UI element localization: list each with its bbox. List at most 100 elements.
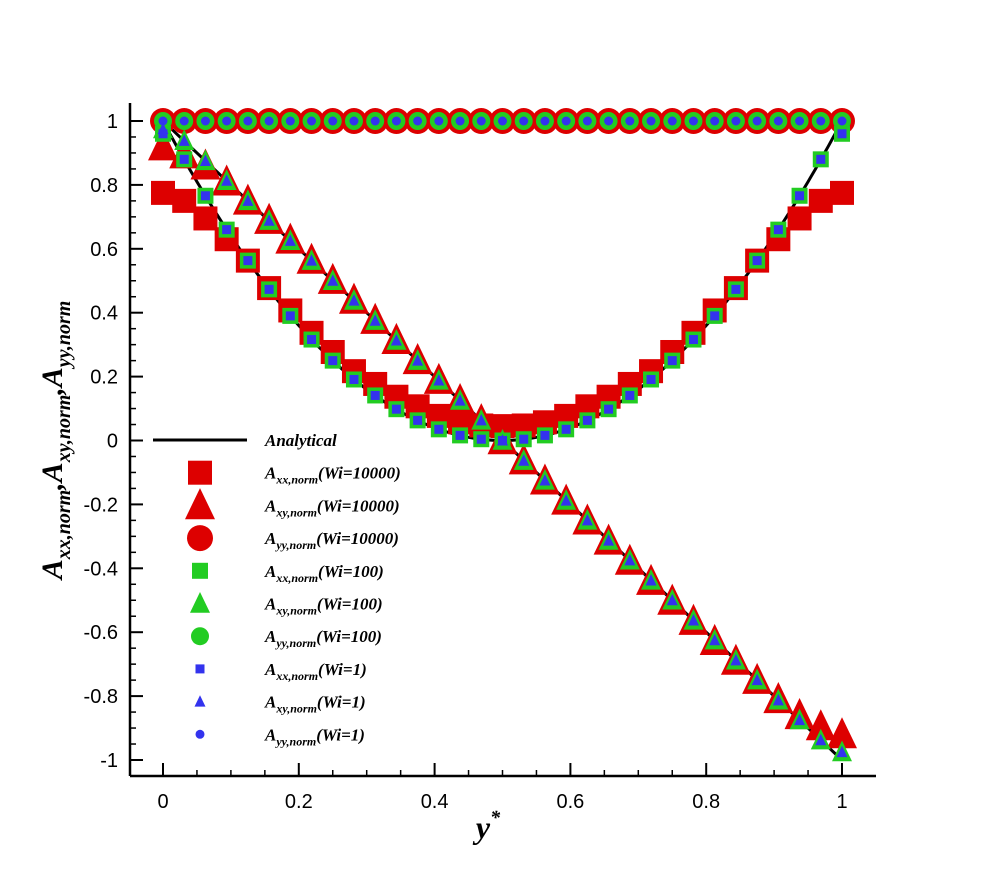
data-point bbox=[625, 116, 635, 126]
data-point bbox=[476, 434, 486, 444]
data-point bbox=[179, 116, 189, 126]
data-point bbox=[519, 116, 529, 126]
data-markers bbox=[148, 108, 857, 762]
data-point bbox=[284, 234, 296, 246]
legend-label: Axx,norm(Wi=100) bbox=[264, 562, 384, 585]
y-tick-label: -0.4 bbox=[84, 558, 118, 580]
data-point bbox=[772, 693, 784, 706]
data-point bbox=[434, 424, 444, 434]
data-point bbox=[413, 415, 423, 425]
data-point bbox=[349, 116, 359, 126]
data-point bbox=[827, 717, 857, 749]
legend-marker bbox=[190, 592, 210, 613]
y-tick-label: -0.2 bbox=[84, 494, 118, 516]
data-point bbox=[498, 116, 507, 126]
data-point bbox=[730, 653, 742, 666]
data-point bbox=[412, 354, 424, 366]
data-point bbox=[805, 709, 836, 741]
data-point bbox=[837, 116, 847, 126]
data-point bbox=[582, 415, 592, 425]
data-point bbox=[787, 206, 812, 231]
data-point bbox=[200, 116, 210, 126]
data-point bbox=[285, 116, 295, 126]
y-tick-label: -0.6 bbox=[84, 622, 118, 644]
data-point bbox=[433, 374, 445, 386]
data-point bbox=[731, 116, 741, 126]
data-point bbox=[476, 116, 486, 126]
x-axis-title-base: y bbox=[472, 809, 491, 845]
legend-label: Axx,norm(Wi=1) bbox=[264, 660, 367, 683]
data-point bbox=[178, 134, 190, 146]
data-point bbox=[519, 434, 529, 444]
data-point bbox=[243, 256, 253, 266]
legend-label: Axy,norm(Wi=10000) bbox=[264, 496, 400, 519]
legend: Analytical Axx,norm(Wi=10000) Axy,norm(Wi=… bbox=[153, 431, 401, 748]
axis-ticks: 0 0.2 0.4 0.6 0.8 1 -1 -0.8 -0.6 -0.4 -0.2 0 0.2 0.4 0… bbox=[84, 111, 848, 813]
data-point bbox=[455, 116, 465, 126]
data-point bbox=[391, 116, 401, 126]
data-point bbox=[795, 191, 805, 201]
legend-label: Analytical bbox=[264, 431, 337, 450]
data-point bbox=[752, 256, 762, 266]
data-point bbox=[561, 116, 571, 126]
data-point bbox=[837, 129, 847, 139]
data-point bbox=[710, 311, 720, 321]
data-point bbox=[540, 430, 550, 440]
data-point bbox=[752, 116, 762, 126]
data-point bbox=[582, 116, 592, 126]
data-point bbox=[581, 514, 593, 526]
data-point bbox=[667, 116, 677, 126]
data-point bbox=[710, 116, 720, 126]
y-tick-label: -0.8 bbox=[84, 686, 118, 708]
y-tick-label: 0.8 bbox=[90, 175, 118, 197]
legend-marker bbox=[191, 627, 209, 646]
x-axis-title: y* bbox=[472, 807, 501, 845]
data-point bbox=[795, 116, 805, 126]
data-point bbox=[328, 116, 338, 126]
data-point bbox=[836, 745, 848, 758]
legend-marker bbox=[195, 729, 205, 739]
y-tick-label: 0 bbox=[107, 431, 118, 453]
data-point bbox=[667, 356, 677, 366]
y-tick-label: 0.6 bbox=[90, 239, 118, 261]
y-tick-label: -1 bbox=[100, 750, 118, 772]
legend-label: Ayy,norm(Wi=10000) bbox=[264, 529, 399, 552]
data-point bbox=[815, 733, 827, 746]
data-point bbox=[625, 390, 635, 400]
data-point bbox=[200, 191, 210, 201]
data-point bbox=[646, 374, 656, 384]
legend-label: Axy,norm(Wi=100) bbox=[264, 595, 383, 618]
data-point bbox=[307, 335, 317, 345]
data-point bbox=[560, 494, 572, 506]
data-point bbox=[348, 294, 360, 306]
x-axis-title-sup: * bbox=[490, 807, 501, 829]
data-point bbox=[645, 574, 657, 586]
data-point bbox=[773, 116, 783, 126]
data-point bbox=[148, 129, 178, 161]
data-point bbox=[830, 180, 854, 205]
legend-marker bbox=[187, 525, 213, 552]
data-point bbox=[369, 314, 381, 326]
legend-marker bbox=[185, 488, 215, 520]
data-point bbox=[222, 116, 232, 126]
x-tick-label: 0.6 bbox=[556, 791, 584, 813]
data-point bbox=[307, 116, 317, 126]
x-tick-label: 0.8 bbox=[692, 791, 720, 813]
y-axis-title: Axx,norm​,Axy,norm​,Ayy,norm​ bbox=[36, 301, 75, 582]
data-point bbox=[285, 311, 295, 321]
data-point bbox=[179, 154, 189, 164]
legend-marker bbox=[188, 460, 212, 485]
data-point bbox=[497, 434, 508, 446]
data-point bbox=[604, 116, 614, 126]
data-point bbox=[264, 284, 274, 294]
data-point bbox=[454, 394, 466, 406]
legend-label: Ayy,norm(Wi=1) bbox=[264, 725, 365, 748]
data-point bbox=[603, 534, 615, 546]
data-point bbox=[221, 174, 233, 186]
data-point bbox=[391, 404, 401, 414]
data-point bbox=[475, 414, 487, 426]
data-point bbox=[263, 214, 275, 226]
data-point bbox=[688, 335, 698, 345]
data-point bbox=[709, 633, 721, 646]
data-point bbox=[624, 553, 636, 566]
